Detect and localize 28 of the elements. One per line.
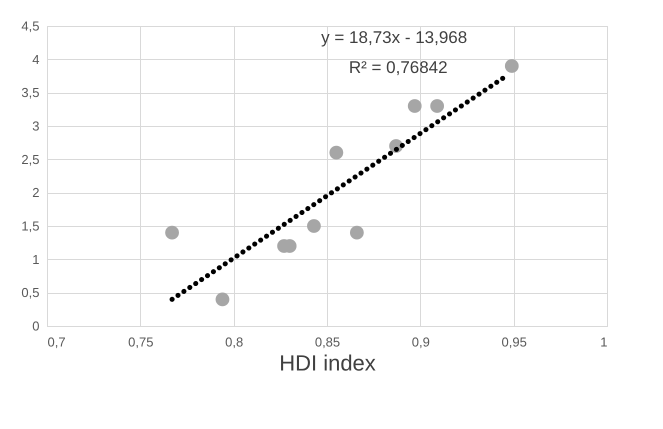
point xyxy=(504,59,519,73)
y-tick-label: 3,5 xyxy=(21,85,40,100)
y-tick-label: 3 xyxy=(32,118,40,134)
y-tick-label: 1 xyxy=(32,252,40,267)
y-tick-label: 1,5 xyxy=(21,218,40,234)
y-tick-label: 4 xyxy=(32,52,40,67)
x-tick-label: 0,9 xyxy=(412,334,430,350)
x-axis-title: HDI index xyxy=(279,350,376,376)
y-tick-label: 0 xyxy=(32,318,40,334)
y-tick-label: 4,5 xyxy=(21,18,40,34)
point xyxy=(307,219,321,233)
point xyxy=(430,99,444,113)
y-tick-label: 0,5 xyxy=(21,285,40,300)
point xyxy=(329,146,344,160)
x-tick-label: 1 xyxy=(600,334,608,350)
point xyxy=(216,292,230,306)
x-tick-label: 0,85 xyxy=(314,334,340,350)
x-tick-label: 0,95 xyxy=(502,334,527,350)
x-tick-label: 0,75 xyxy=(128,334,154,350)
x-tick-label: 0,8 xyxy=(225,334,244,350)
y-tick-label: 2 xyxy=(32,185,40,200)
annotation: R² = 0,76842 xyxy=(348,58,448,77)
point xyxy=(165,226,179,240)
y-tick-label: 2,5 xyxy=(21,152,40,167)
annotation: y = 18,73x - 13,968 xyxy=(321,28,468,47)
point xyxy=(408,99,422,113)
x-tick-label: 0,7 xyxy=(48,334,66,350)
point xyxy=(350,226,364,240)
